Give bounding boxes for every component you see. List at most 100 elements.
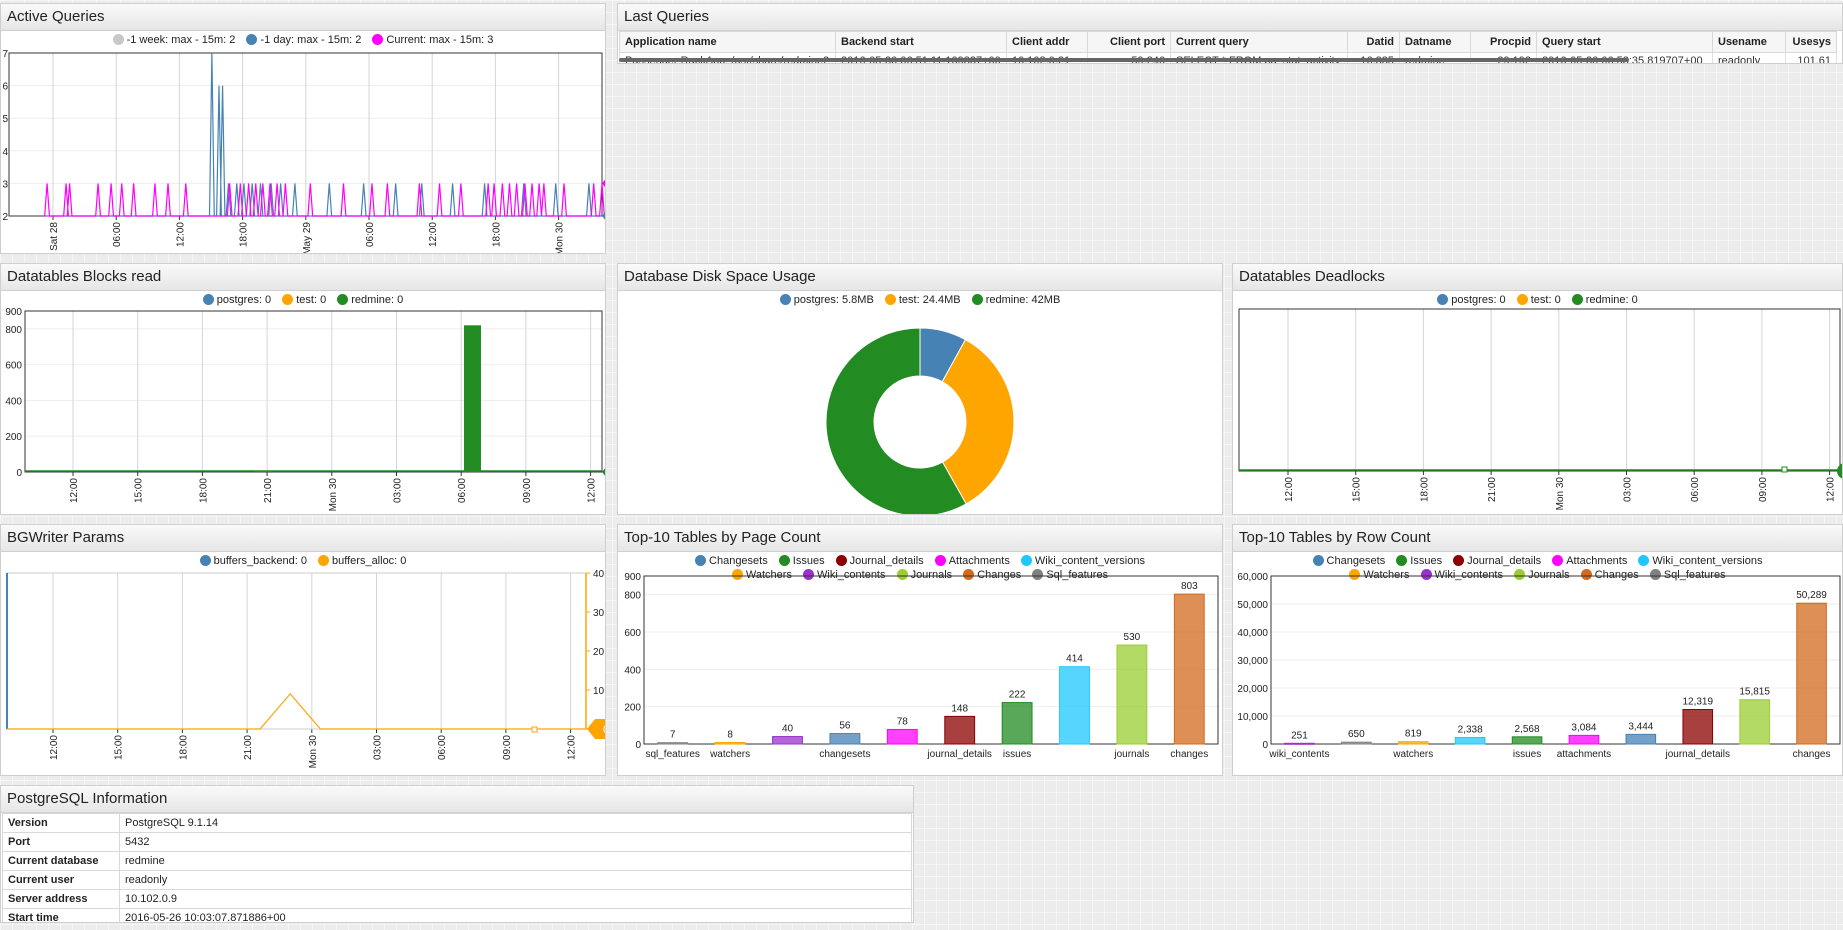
legend-dot bbox=[246, 34, 258, 45]
legend-item-redmine[interactable]: redmine: 0 bbox=[1571, 293, 1638, 307]
col-client-port[interactable]: Client port bbox=[1087, 31, 1171, 53]
bgwriter-chart[interactable]: 10 20 30 40 12:00 15:00 18:00 21:00 Mon 30 03:00 0… bbox=[1, 553, 606, 773]
y-tick-label-right: 10 bbox=[593, 686, 605, 697]
legend-item-journals[interactable]: Journals bbox=[896, 568, 952, 582]
bar-issues bbox=[1511, 736, 1543, 745]
value-badge bbox=[587, 719, 605, 739]
legend-dot bbox=[337, 294, 349, 305]
blocks-read-chart[interactable]: 0 200 400 600 800 900 12:00 15:00 18:00 21:00 Mon … bbox=[1, 292, 606, 512]
legend-item-buffers-alloc[interactable]: buffers_alloc: 0 bbox=[318, 554, 406, 568]
legend-item-redmine[interactable]: redmine: 0 bbox=[337, 293, 403, 307]
x-tick-label: 18:00 bbox=[1419, 477, 1430, 502]
col-procpid[interactable]: Procpid bbox=[1470, 31, 1537, 53]
legend-item-current[interactable]: Current: max - 15m: 3 bbox=[372, 33, 493, 47]
col-datname[interactable]: Datname bbox=[1399, 31, 1471, 53]
col-usesys[interactable]: Usesys bbox=[1785, 31, 1837, 53]
data-label: 8 bbox=[727, 730, 733, 741]
legend-item-sql-features[interactable]: Sql_features bbox=[1649, 568, 1726, 582]
legend-item-week[interactable]: -1 week: max - 15m: 2 bbox=[112, 33, 235, 47]
col-usename[interactable]: Usename bbox=[1712, 31, 1786, 53]
col-application-name[interactable]: Application name bbox=[619, 31, 836, 53]
col-datid[interactable]: Datid bbox=[1347, 31, 1400, 53]
col-query-start[interactable]: Query start bbox=[1536, 31, 1713, 53]
x-tick-label: 12:00 bbox=[175, 222, 186, 247]
legend-item-watchers[interactable]: Watchers bbox=[1349, 568, 1409, 582]
legend-item-watchers[interactable]: Watchers bbox=[731, 568, 792, 582]
legend-item-changesets[interactable]: Changesets bbox=[1312, 554, 1385, 568]
legend-item-changesets[interactable]: Changesets bbox=[695, 554, 768, 568]
legend-dot bbox=[1420, 569, 1432, 580]
legend-item-issues[interactable]: Issues bbox=[1396, 554, 1442, 568]
legend-dot bbox=[199, 555, 211, 566]
legend-item-redmine[interactable]: redmine: 42MB bbox=[971, 293, 1060, 307]
legend-item-test[interactable]: test: 24.4MB bbox=[884, 293, 961, 307]
legend-item-wiki-contents[interactable]: Wiki_contents bbox=[1420, 568, 1503, 582]
legend-item-attachments[interactable]: Attachments bbox=[934, 554, 1010, 568]
legend-item-journal-details[interactable]: Journal_details bbox=[1453, 554, 1541, 568]
x-tick-label: 03:00 bbox=[393, 478, 404, 503]
horizontal-scrollbar[interactable] bbox=[619, 58, 1629, 62]
legend-item-test[interactable]: test: 0 bbox=[282, 293, 326, 307]
x-tick-label: 18:00 bbox=[491, 222, 502, 247]
x-tick-label: Mon 30 bbox=[308, 735, 319, 769]
deadlocks-legend: postgres: 0 test: 0 redmine: 0 bbox=[1233, 290, 1842, 307]
last-point-marker bbox=[531, 726, 538, 733]
legend-dot bbox=[1437, 294, 1449, 305]
col-current-query[interactable]: Current query bbox=[1170, 31, 1348, 53]
pg-info-panel: PostgreSQL Information Version PostgreSQL… bbox=[0, 785, 914, 923]
legend-item-buffers-backend[interactable]: buffers_backend: 0 bbox=[199, 554, 307, 568]
legend-item-wiki-content-versions[interactable]: Wiki_content_versions bbox=[1638, 554, 1762, 568]
legend-dot bbox=[731, 569, 743, 580]
data-label: 530 bbox=[1124, 632, 1141, 643]
pie-slice-test bbox=[941, 339, 1015, 505]
x-tick-label: 06:00 bbox=[437, 735, 448, 760]
bar-journals bbox=[1739, 699, 1770, 745]
y-tick-label: 50,000 bbox=[1237, 600, 1268, 611]
y-tick-label: 0 bbox=[1262, 740, 1268, 751]
info-value: redmine bbox=[119, 851, 912, 871]
legend-item-wiki-content-versions[interactable]: Wiki_content_versions bbox=[1020, 554, 1145, 568]
legend-item-postgres[interactable]: postgres: 0 bbox=[202, 293, 271, 307]
legend-item-postgres[interactable]: postgres: 0 bbox=[1437, 293, 1506, 307]
legend-item-journal-details[interactable]: Journal_details bbox=[835, 554, 924, 568]
last-point-marker bbox=[1781, 466, 1788, 473]
legend-item-changes[interactable]: Changes bbox=[963, 568, 1021, 582]
data-label: 222 bbox=[1009, 690, 1026, 701]
legend-item-wiki-contents[interactable]: Wiki_contents bbox=[803, 568, 886, 582]
col-client-addr[interactable]: Client addr bbox=[1006, 31, 1088, 53]
y-tick-label: 600 bbox=[624, 628, 641, 639]
top-row-count-chart[interactable]: 0 10,000 20,000 30,000 40,000 50,000 60,000 251… bbox=[1233, 553, 1843, 773]
value-badge bbox=[602, 212, 605, 220]
legend-item-issues[interactable]: Issues bbox=[778, 554, 825, 568]
legend-item-changes[interactable]: Changes bbox=[1580, 568, 1639, 582]
bar-journal_details bbox=[1682, 709, 1714, 745]
legend-dot bbox=[779, 294, 791, 305]
top-page-count-chart[interactable]: 0 200 400 600 800 900 7 sql_features 8 watchers 40… bbox=[618, 553, 1223, 773]
x-tick-label: 12:00 bbox=[69, 478, 80, 503]
x-tick-label: Mon 30 bbox=[555, 222, 566, 254]
legend-dot bbox=[372, 34, 384, 45]
legend-dot bbox=[1516, 294, 1528, 305]
col-backend-start[interactable]: Backend start bbox=[835, 31, 1007, 53]
y-tick-label: 20,000 bbox=[1237, 684, 1268, 695]
x-tick-label: 03:00 bbox=[1623, 477, 1634, 502]
legend-dot bbox=[1649, 569, 1661, 580]
legend-item-day[interactable]: -1 day: max - 15m: 2 bbox=[246, 33, 361, 47]
info-value: readonly bbox=[119, 870, 912, 890]
legend-item-sql-features[interactable]: Sql_features bbox=[1032, 568, 1108, 582]
legend-item-test[interactable]: test: 0 bbox=[1516, 293, 1561, 307]
legend-item-attachments[interactable]: Attachments bbox=[1552, 554, 1627, 568]
series-line bbox=[44, 183, 605, 217]
bar-changesets bbox=[1625, 733, 1657, 745]
table-row: Version PostgreSQL 9.1.14 bbox=[2, 813, 912, 833]
deadlocks-chart[interactable]: 12:00 15:00 18:00 21:00 Mon 30 03:00 06:00 09:0… bbox=[1233, 292, 1843, 512]
disk-usage-donut-chart[interactable] bbox=[618, 292, 1223, 514]
bgwriter-legend: buffers_backend: 0 buffers_alloc: 0 bbox=[1, 551, 605, 568]
y-tick-label: 60,000 bbox=[1237, 572, 1268, 583]
blocks-read-legend: postgres: 0 test: 0 redmine: 0 bbox=[1, 290, 605, 307]
legend-item-journals[interactable]: Journals bbox=[1514, 568, 1570, 582]
x-tick-label: 03:00 bbox=[373, 735, 384, 760]
legend-dot bbox=[695, 555, 707, 566]
legend-item-postgres[interactable]: postgres: 5.8MB bbox=[779, 293, 874, 307]
active-queries-chart[interactable]: 2 3 4 5 6 7 Sat 28 06:00 12:00 18:00 May 29 06:00 12… bbox=[1, 32, 606, 254]
